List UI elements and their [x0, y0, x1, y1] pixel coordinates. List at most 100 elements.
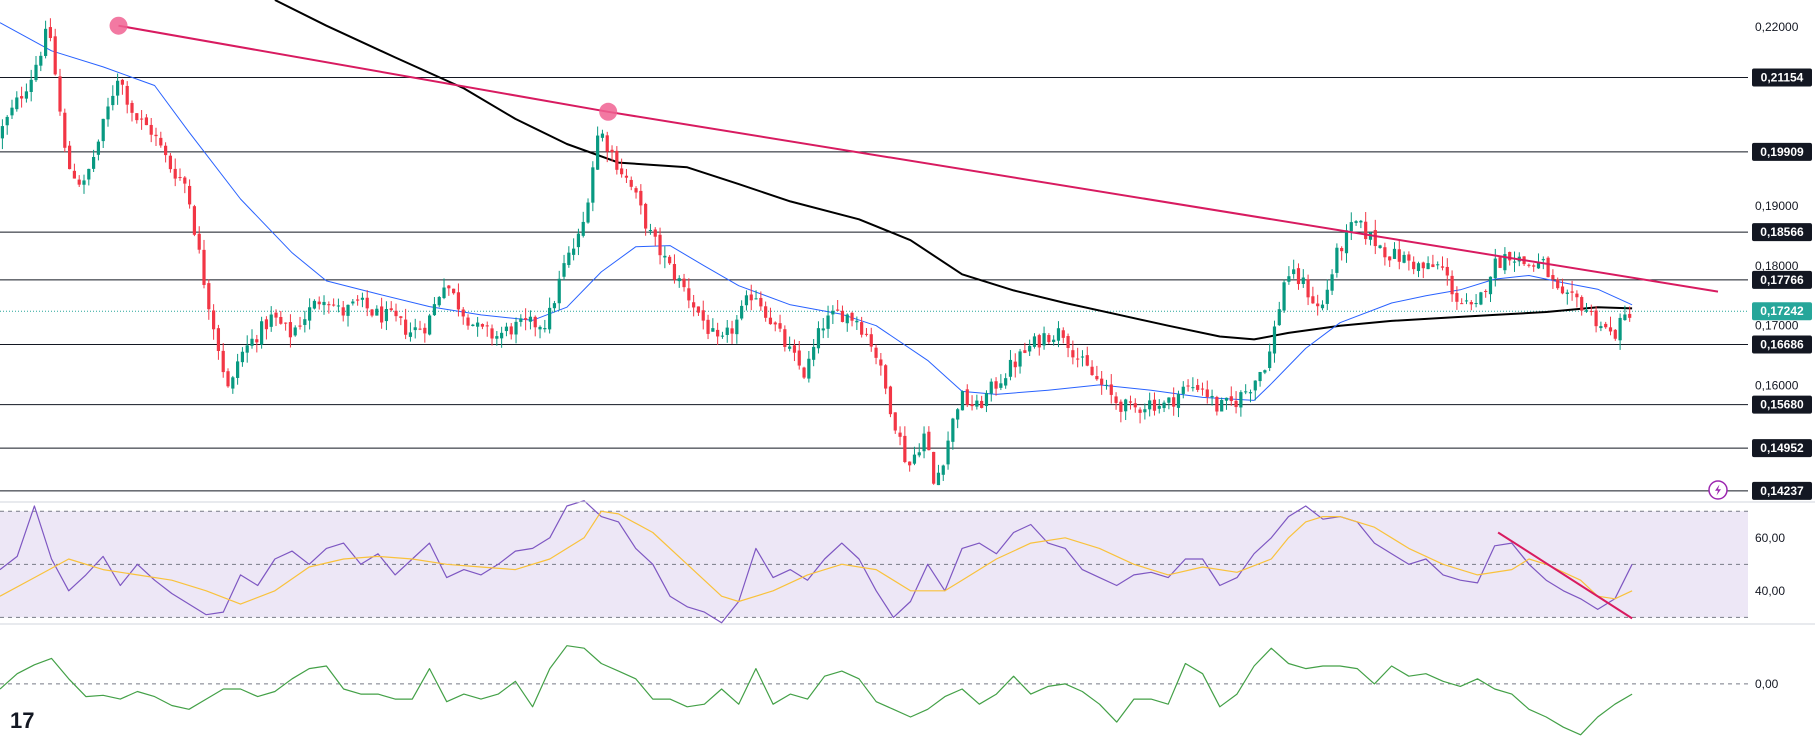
candle-body [135, 113, 139, 121]
candle-body [869, 334, 873, 347]
candle-body [255, 339, 259, 343]
candle-body [404, 319, 408, 335]
candlesticks [0, 18, 1632, 486]
candle-body [471, 324, 475, 327]
trendline-touch-marker [599, 102, 618, 121]
candle-body [82, 180, 86, 185]
candle-body [591, 167, 595, 203]
candle-body [149, 124, 153, 135]
candle-body [524, 318, 528, 320]
candle-body [610, 149, 614, 153]
candle-body [34, 64, 38, 81]
candle-body [586, 202, 590, 223]
candle-body [1618, 317, 1622, 341]
candle-body [485, 325, 489, 327]
rsi-line [0, 500, 1633, 624]
candle-body [1191, 387, 1195, 389]
current-price-tag[interactable] [1752, 302, 1812, 321]
candle-body [1320, 304, 1325, 309]
candle-body [975, 400, 979, 407]
candle-body [831, 310, 835, 315]
candle-body [1004, 378, 1008, 386]
momentum-oscillator [0, 645, 1633, 736]
level-price-tag [1752, 142, 1812, 161]
candle-body [1311, 296, 1315, 304]
candle-body [648, 230, 653, 232]
candle-body [509, 326, 513, 335]
candle-body [816, 328, 821, 349]
candle-body [1412, 261, 1416, 270]
candle-body [581, 221, 585, 236]
candle-body [1560, 286, 1565, 294]
candle-body [144, 117, 149, 126]
candle-body [538, 326, 542, 330]
candle-body [980, 400, 984, 408]
candle-body [1277, 309, 1281, 326]
candle-body [1474, 303, 1478, 305]
candle-body [53, 36, 57, 75]
level-price-label: 0,14237 [1760, 484, 1804, 498]
candle-body [332, 304, 336, 306]
candle-body [1244, 391, 1248, 393]
candle-body [1431, 264, 1435, 268]
lightning-icon[interactable] [1708, 480, 1728, 500]
candle-body [370, 309, 374, 316]
candle-body [1512, 261, 1517, 263]
candle-body [380, 306, 384, 323]
candle-body [456, 292, 461, 310]
candle-body [154, 134, 158, 137]
candle-body [812, 346, 816, 360]
candle-body [312, 300, 317, 309]
candle-body [1258, 371, 1262, 382]
candle-body [908, 461, 912, 466]
candle-body [548, 307, 552, 330]
candle-body [1205, 389, 1209, 397]
candle-body [250, 338, 254, 346]
rsi-moving-average [0, 510, 1633, 605]
momentum-line [0, 645, 1633, 736]
candle-body [624, 175, 629, 178]
candle-body [936, 472, 941, 486]
candle-body [706, 319, 710, 334]
candle-body [893, 412, 897, 431]
candle-body [274, 312, 278, 318]
candle-body [826, 315, 830, 329]
candle-body [1196, 385, 1200, 390]
level-price-label: 0,16686 [1760, 337, 1804, 351]
candle-body [1536, 262, 1541, 269]
candle-body [480, 324, 485, 327]
price-tick-label: 0,22000 [1755, 20, 1799, 34]
candle-body [452, 288, 456, 294]
candle-body [1421, 262, 1425, 269]
candle-body [711, 328, 715, 332]
candle-body [567, 252, 571, 266]
candle-body [1460, 303, 1464, 305]
candle-body [927, 431, 931, 451]
price-tick-label: 0,16000 [1755, 378, 1799, 392]
candle-body [965, 389, 969, 405]
candle-body [1455, 292, 1459, 302]
candle-body [432, 304, 437, 316]
candle-body [293, 327, 297, 336]
candle-body [10, 107, 14, 116]
candle-body [1047, 335, 1051, 343]
candle-body [1253, 380, 1257, 391]
candle-body [1527, 264, 1531, 266]
candle-body [879, 359, 883, 366]
candle-body [164, 145, 168, 156]
candle-body [1628, 313, 1632, 318]
price-axis[interactable]: 0,22000 0,19000 0,18000 0,17000 0,16000 0,211… [1752, 20, 1812, 691]
candle-body [644, 203, 648, 229]
candle-body [552, 303, 557, 309]
current-price-label: 0,17242 [1760, 304, 1804, 318]
candle-body [1584, 310, 1589, 312]
candle-body [212, 310, 216, 330]
candle-body [1100, 378, 1104, 385]
candle-body [1066, 336, 1070, 349]
candle-body [68, 145, 72, 170]
candle-body [44, 28, 48, 56]
candle-body [884, 365, 888, 389]
